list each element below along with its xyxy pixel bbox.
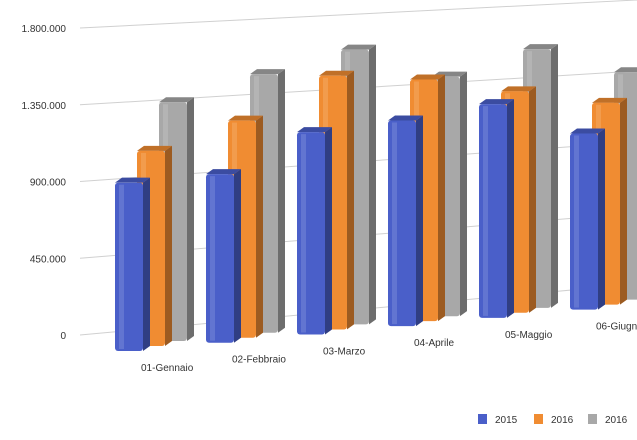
y-tick-label: 1.350.000 [22, 101, 67, 112]
bar-side [620, 97, 627, 305]
bar-side [438, 74, 445, 322]
bar [115, 177, 150, 351]
legend-label: 2015 [495, 415, 518, 426]
bar-top [159, 97, 194, 103]
bar-top [388, 115, 423, 121]
bar [388, 115, 423, 327]
bar-side [165, 145, 172, 346]
gridline [79, 0, 637, 29]
bar-top [592, 97, 627, 103]
bars [115, 44, 637, 351]
x-tick-label: 06-Giugno [596, 322, 637, 333]
y-tick-label: 450.000 [30, 254, 67, 265]
legend-swatch [588, 414, 597, 424]
x-tick-label: 04-Aprile [414, 338, 454, 349]
bar-top [501, 86, 536, 92]
bar-highlight [210, 176, 215, 341]
bar-side [551, 44, 558, 308]
y-tick-label: 1.800.000 [22, 24, 67, 35]
legend-label: 2016 [605, 415, 628, 426]
bar [297, 127, 332, 335]
bar-highlight [574, 135, 579, 308]
bar-highlight [483, 106, 488, 316]
bar [479, 99, 514, 318]
bar-side [460, 71, 467, 317]
bar-top [206, 169, 241, 175]
bar-side [347, 70, 354, 330]
x-tick-label: 05-Maggio [505, 330, 553, 341]
bar-highlight [119, 184, 124, 349]
bar-top [137, 145, 172, 151]
bar-side [187, 97, 194, 341]
bar-side [234, 169, 241, 343]
bar-highlight [301, 134, 306, 333]
bar-top [523, 44, 558, 50]
legend-label: 2016 [551, 415, 574, 426]
bar-side [325, 127, 332, 335]
bar-side [256, 115, 263, 338]
legend: 2015 2016 2016 [478, 414, 628, 426]
bar-top [570, 128, 605, 134]
bar-top [410, 74, 445, 80]
x-tick-label: 02-Febbraio [232, 355, 286, 366]
bar-side [416, 115, 423, 327]
legend-swatch [478, 414, 487, 424]
legend-swatch [534, 414, 543, 424]
y-tick-label: 0 [60, 331, 66, 342]
bar-side [529, 86, 536, 313]
bar [570, 128, 605, 310]
bar-highlight [392, 122, 397, 325]
bar-top [228, 115, 263, 121]
x-tick-label: 01-Gennaio [141, 363, 194, 374]
bar-top [115, 177, 150, 183]
bar-side [507, 99, 514, 318]
bar-top [341, 44, 376, 50]
bar-side [278, 69, 285, 333]
bar-top [319, 70, 354, 76]
bar-top [614, 67, 637, 73]
bar [206, 169, 241, 343]
bar-top [479, 99, 514, 105]
bar-top [297, 127, 332, 133]
y-tick-label: 900.000 [30, 178, 67, 189]
bar-top [250, 69, 285, 75]
bar-side [143, 177, 150, 351]
x-tick-label: 03-Marzo [323, 346, 366, 357]
bar-side [369, 44, 376, 325]
bar-side [598, 128, 605, 310]
